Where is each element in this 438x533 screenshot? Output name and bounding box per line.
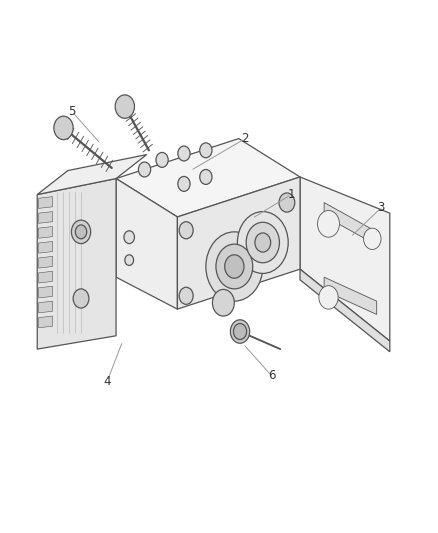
Polygon shape [116,179,177,309]
Polygon shape [39,271,53,283]
Text: 1: 1 [287,188,295,201]
Circle shape [179,222,193,239]
Polygon shape [39,197,53,208]
Circle shape [237,212,288,273]
Polygon shape [39,316,53,328]
Text: 4: 4 [103,375,111,387]
Circle shape [200,169,212,184]
Circle shape [230,320,250,343]
Circle shape [138,162,151,177]
Polygon shape [116,139,300,217]
Circle shape [115,95,134,118]
Polygon shape [39,241,53,253]
Circle shape [225,255,244,278]
Circle shape [125,255,134,265]
Circle shape [212,289,234,316]
Polygon shape [37,179,116,349]
Circle shape [54,116,73,140]
Polygon shape [39,286,53,298]
Polygon shape [39,301,53,313]
Text: 5: 5 [69,106,76,118]
Polygon shape [39,212,53,223]
Circle shape [364,228,381,249]
Circle shape [124,231,134,244]
Circle shape [178,146,190,161]
Circle shape [200,143,212,158]
Text: 3: 3 [378,201,385,214]
Polygon shape [300,269,390,352]
Polygon shape [39,227,53,238]
Circle shape [178,176,190,191]
Circle shape [206,232,263,301]
Circle shape [75,225,87,239]
Circle shape [279,193,295,212]
Circle shape [255,233,271,252]
Circle shape [73,289,89,308]
Polygon shape [300,177,390,341]
Circle shape [71,220,91,244]
Polygon shape [39,256,53,268]
Circle shape [233,324,247,340]
Circle shape [319,286,338,309]
Circle shape [216,244,253,289]
Text: 6: 6 [268,369,276,382]
Circle shape [318,211,339,237]
Polygon shape [37,155,147,195]
Circle shape [179,287,193,304]
Circle shape [246,222,279,263]
Polygon shape [324,277,377,314]
Text: 2: 2 [241,132,249,145]
Polygon shape [177,177,300,309]
Circle shape [156,152,168,167]
Polygon shape [324,203,377,245]
